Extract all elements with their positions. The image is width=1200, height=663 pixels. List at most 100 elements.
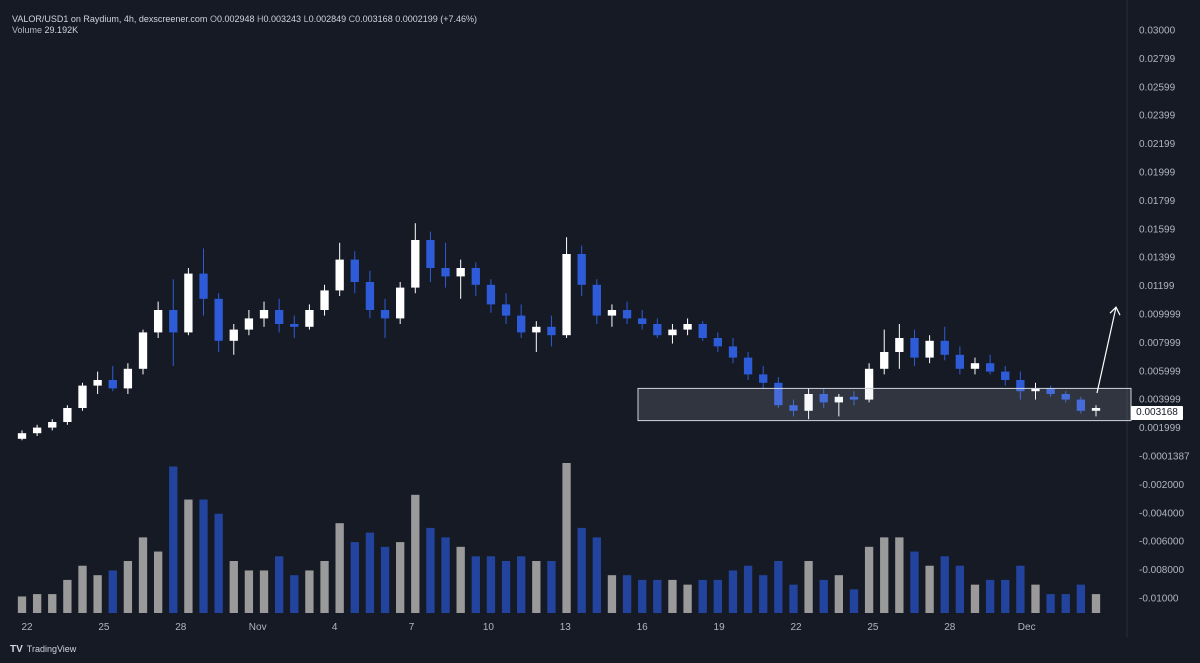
volume-bar	[880, 537, 889, 613]
candle-body	[925, 340, 934, 358]
volume-bar	[290, 575, 299, 613]
time-axis-label: Dec	[1018, 622, 1036, 633]
candle-body	[305, 310, 314, 327]
price-axis-label: -0.004000	[1139, 508, 1184, 519]
price-axis-label: 0.01399	[1139, 253, 1176, 264]
volume-bar	[1076, 584, 1086, 613]
volume-bar	[925, 565, 934, 613]
volume-bar	[305, 570, 314, 613]
volume-bar	[789, 584, 798, 613]
legend: VALOR/USD1 on Raydium, 4h, dexscreener.c…	[12, 14, 477, 25]
candle-body	[17, 433, 27, 439]
volume-label[interactable]: Volume	[12, 25, 43, 35]
low-label: L	[303, 14, 309, 24]
price-axis-label: 0.02799	[1139, 54, 1176, 65]
price-axis: 0.03000 0.02799 0.02599 0.02399 0.02199 0.019…	[1139, 26, 1190, 605]
candle-body	[759, 374, 768, 383]
volume-bar	[864, 546, 874, 613]
price-axis-label: 0.02399	[1139, 111, 1176, 122]
candle-body	[335, 259, 344, 291]
candle-body	[48, 422, 57, 428]
volume-bar	[108, 570, 117, 613]
arrowhead-icon	[1109, 306, 1121, 316]
candle-body	[138, 332, 148, 369]
candle-body	[849, 396, 859, 400]
candle-body	[396, 287, 405, 319]
volume-bar	[123, 561, 133, 613]
volume-bar	[1016, 565, 1025, 613]
high-value: 0.003243	[263, 14, 302, 24]
candle-body	[214, 298, 223, 341]
volume-bar	[562, 463, 571, 613]
time-axis: 22 25 28 Nov 4 7 10 13 16 19 22 25 28 Dec	[21, 622, 1035, 633]
volume-bar	[683, 584, 692, 613]
low-value: 0.002849	[308, 14, 347, 24]
time-axis-label: 7	[409, 622, 415, 633]
price-axis-label: -0.002000	[1139, 480, 1184, 491]
candle-body	[638, 318, 647, 324]
price-axis-label: -0.0001387	[1139, 452, 1190, 463]
tradingview-wordmark: TradingView	[26, 644, 77, 654]
time-axis-label: 25	[98, 622, 110, 633]
volume-bar	[1046, 594, 1055, 613]
volume-bar	[184, 499, 193, 613]
symbol-title[interactable]: VALOR/USD1 on Raydium, 4h, dexscreener.c…	[12, 14, 208, 24]
candle-body	[184, 273, 193, 333]
candle-body	[789, 405, 798, 411]
candle-body	[970, 363, 980, 369]
change-value: 0.0002199 (+7.46%)	[395, 14, 478, 24]
candles	[17, 223, 1101, 441]
price-axis-label: 0.01999	[1139, 168, 1176, 179]
candle-body	[985, 363, 995, 372]
price-axis-label: 0.005999	[1139, 366, 1181, 377]
candle-body	[1016, 380, 1025, 392]
price-axis-label: 0.01199	[1139, 281, 1175, 292]
candle-body	[426, 240, 435, 268]
candle-body	[471, 268, 480, 285]
volume-bar	[501, 561, 511, 613]
volume-bar	[532, 561, 541, 613]
candle-body	[668, 329, 677, 336]
volume-bar	[199, 499, 208, 613]
candle-body	[1031, 388, 1040, 392]
candle-body	[320, 290, 329, 310]
time-axis-label: 13	[560, 622, 572, 633]
candle-body	[93, 380, 102, 386]
volume-bar	[380, 546, 390, 613]
time-axis-label: 19	[714, 622, 726, 633]
volume-bar	[259, 570, 269, 613]
close-label: C	[348, 14, 356, 24]
volume-bar	[910, 551, 919, 613]
volume-bar	[985, 579, 995, 613]
candle-body	[441, 268, 450, 277]
price-axis-label: 0.01599	[1139, 224, 1176, 235]
price-axis-label: 0.007999	[1139, 338, 1181, 349]
candle-body	[108, 380, 117, 389]
candle-body	[728, 346, 738, 358]
candle-body	[910, 338, 919, 358]
candle-body	[517, 315, 526, 333]
tradingview-logo[interactable]: TV TradingView	[10, 644, 76, 655]
volume-bar	[1001, 579, 1010, 613]
volume-bar	[713, 579, 722, 613]
candle-body	[365, 282, 375, 310]
candle-body	[1091, 408, 1101, 411]
candle-body	[456, 268, 465, 277]
volume-bar	[441, 537, 450, 613]
candle-body	[153, 310, 163, 333]
volume-bar	[320, 561, 329, 613]
price-axis-label: 0.009999	[1139, 310, 1181, 321]
volume-bar	[653, 579, 662, 613]
volume-bar	[244, 570, 254, 613]
volume-bar	[365, 532, 375, 613]
candle-body	[743, 357, 753, 375]
volume-bar	[456, 546, 465, 613]
price-axis-label: 0.003999	[1139, 395, 1181, 406]
open-label: O	[209, 14, 217, 24]
volume-bar	[396, 542, 405, 613]
volume-bar	[471, 556, 480, 613]
candle-body	[880, 352, 889, 369]
candle-body	[78, 385, 87, 408]
close-value: 0.003168	[355, 14, 393, 24]
